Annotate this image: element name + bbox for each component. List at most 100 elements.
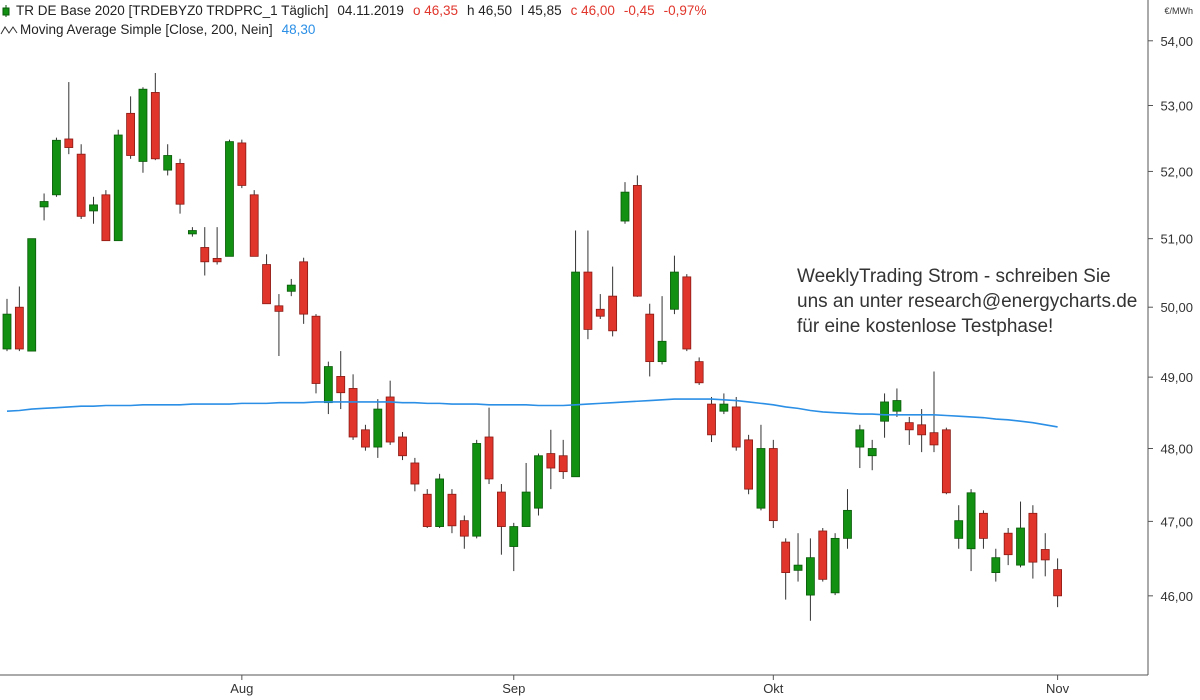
candle-body [311, 315, 321, 384]
candle-body [546, 453, 556, 469]
candle-body [484, 436, 494, 480]
indicator-value: 48,30 [281, 22, 316, 37]
candle-body [64, 138, 74, 148]
candle-body [212, 257, 222, 263]
candle-body [768, 448, 778, 522]
candle-body [1003, 532, 1013, 556]
x-tick-label: Sep [502, 681, 525, 696]
candle-body [373, 408, 383, 448]
candle-body [657, 340, 667, 363]
candle-body [731, 406, 741, 448]
change: -0,45 [623, 3, 655, 18]
candle-body [818, 530, 828, 580]
candle-body [1016, 527, 1025, 566]
candle-body [126, 112, 135, 156]
x-tick-label: Okt [763, 681, 784, 696]
candle-body [892, 400, 902, 412]
y-tick-label: 47,00 [1160, 514, 1193, 529]
candle-body [2, 313, 12, 350]
candle-body [249, 194, 259, 257]
candle-body [27, 238, 37, 352]
candle-icon [2, 4, 10, 17]
candle-body [336, 376, 346, 394]
candle-body [991, 557, 1001, 573]
y-tick-label: 49,00 [1160, 370, 1193, 385]
candle-body [880, 401, 889, 422]
candle-body [941, 429, 951, 494]
candle-body [929, 432, 939, 446]
candle-body [348, 388, 358, 438]
candle-body [806, 557, 815, 596]
candle-body [237, 142, 247, 186]
candle-body [719, 403, 729, 412]
candle-body [682, 276, 692, 350]
candle-body [150, 92, 160, 160]
candle-body [459, 520, 469, 537]
date: 04.11.2019 [337, 3, 404, 18]
candle-body [521, 491, 531, 527]
y-tick-label: 48,00 [1160, 442, 1193, 457]
x-tick-label: Aug [230, 681, 253, 696]
candle-body [608, 295, 618, 332]
candle-body [361, 429, 370, 448]
candle-body [1040, 549, 1050, 561]
candle-body [187, 230, 197, 235]
y-unit: €/MWh [1164, 6, 1193, 16]
candle-body [509, 526, 519, 547]
candle-body [979, 512, 988, 539]
instrument-title: TR DE Base 2020 [TRDEBYZ0 TRDPRC_1 Tägli… [16, 3, 329, 18]
candle-body [422, 493, 432, 527]
candle-body [558, 455, 568, 473]
candle-body [917, 424, 927, 436]
indicator-name: Moving Average Simple [Close, 200, Nein] [20, 22, 273, 37]
candle-body [225, 141, 234, 257]
header-line: TR DE Base 2020 [TRDEBYZ0 TRDPRC_1 Tägli… [0, 3, 706, 18]
candle-body [781, 541, 791, 573]
candle-body [435, 478, 445, 527]
candle-body [966, 492, 976, 550]
candle-body [323, 366, 333, 404]
candle-body [472, 443, 482, 537]
y-tick-label: 54,00 [1160, 34, 1193, 49]
candle-body [39, 201, 49, 208]
candle-body [793, 564, 803, 571]
candle-body [645, 313, 655, 363]
candle-body [744, 439, 753, 490]
candle-body [855, 429, 865, 448]
candle-body [670, 271, 679, 310]
candle-body [200, 247, 210, 263]
candle-body [286, 284, 296, 292]
candle-body [262, 264, 271, 305]
candle-body [583, 271, 593, 330]
y-tick-label: 52,00 [1160, 164, 1193, 179]
y-tick-label: 53,00 [1160, 98, 1193, 113]
open-value: o 46,35 [412, 3, 458, 18]
annotation: für eine kostenlose Testphase! [797, 316, 1053, 337]
candle-body [571, 271, 580, 478]
low-value: l 45,85 [521, 3, 562, 18]
candle-body [410, 462, 420, 485]
candle-body [385, 396, 395, 443]
indicator-line: Moving Average Simple [Close, 200, Nein]… [0, 22, 315, 37]
candle-body [89, 204, 98, 212]
candle-body [843, 509, 852, 539]
candle-body [163, 155, 173, 171]
x-tick-label: Nov [1046, 681, 1070, 696]
high-value: h 46,50 [467, 3, 513, 18]
candle-body [52, 139, 61, 196]
candle-body [707, 403, 716, 436]
candle-body [101, 194, 111, 242]
candle-body [1053, 569, 1062, 597]
ma-icon [0, 25, 18, 34]
candle-body [14, 306, 24, 350]
candle-body [447, 493, 457, 527]
candle-body [496, 491, 506, 527]
annotation: uns an unter research@energycharts.de [797, 291, 1137, 312]
candle-body [756, 448, 766, 509]
change-pct: -0,97% [663, 3, 707, 18]
candle-body [867, 448, 877, 457]
candle-body [830, 537, 840, 594]
y-tick-label: 51,00 [1160, 232, 1193, 247]
